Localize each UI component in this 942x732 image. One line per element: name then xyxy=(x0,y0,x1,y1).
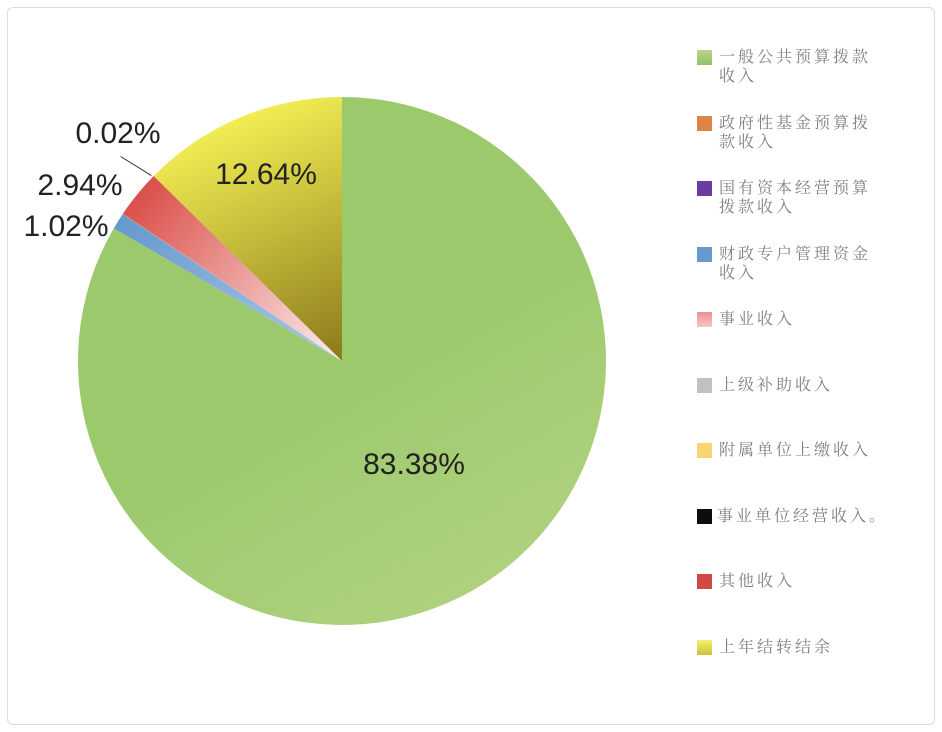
svg-text:1.02%: 1.02% xyxy=(23,210,108,243)
svg-text:83.38%: 83.38% xyxy=(363,448,465,481)
svg-text:2.94%: 2.94% xyxy=(37,169,122,202)
svg-text:0.02%: 0.02% xyxy=(75,117,160,150)
svg-text:12.64%: 12.64% xyxy=(215,158,317,191)
